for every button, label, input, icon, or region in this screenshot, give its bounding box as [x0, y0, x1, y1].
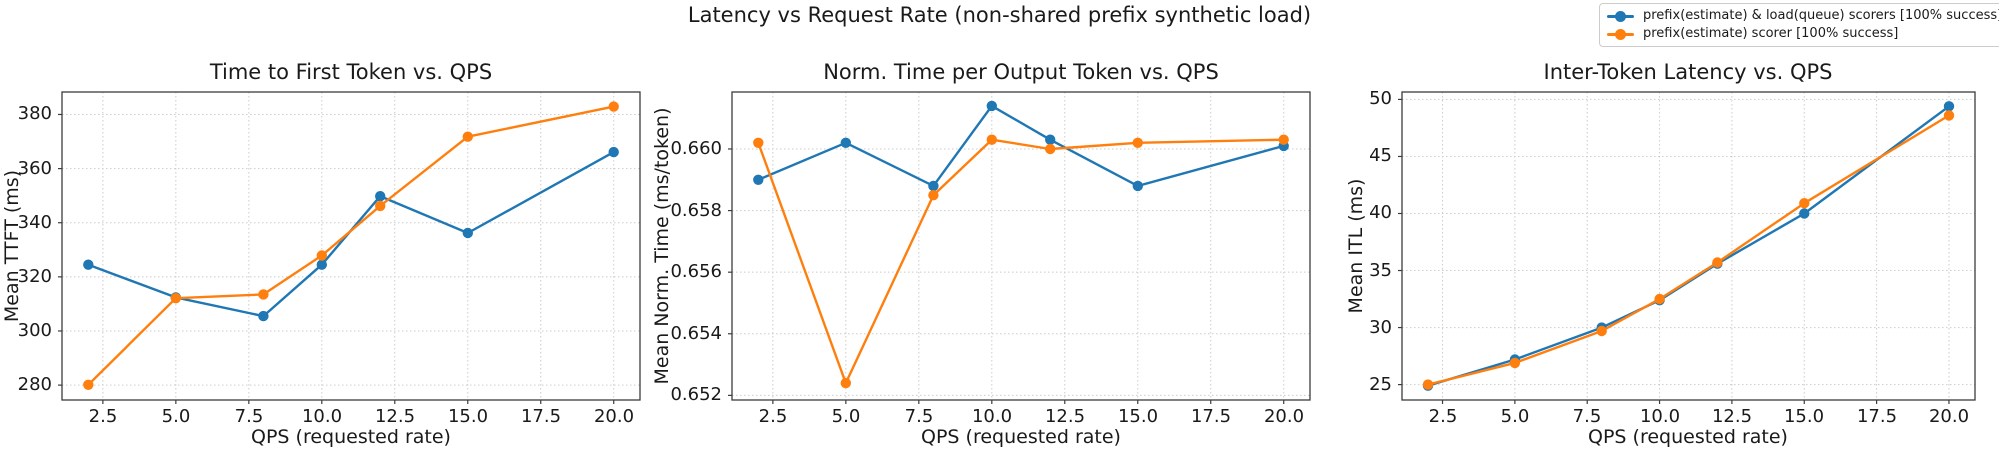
- x-tick-label: 17.5: [520, 406, 562, 427]
- data-point: [1799, 208, 1810, 219]
- y-tick-label: 340: [17, 212, 52, 233]
- data-point: [83, 379, 94, 390]
- y-tick-label: 35: [1369, 260, 1392, 281]
- x-tick-label: 15.0: [1783, 406, 1825, 427]
- x-tick-label: 5.0: [161, 406, 191, 427]
- data-point: [840, 137, 851, 148]
- data-point: [753, 137, 764, 148]
- x-axis-label-qps-3: QPS (requested rate): [1588, 426, 1788, 448]
- x-tick-label: 17.5: [1190, 406, 1232, 427]
- legend-entry: prefix(estimate) scorer [100% success]: [1607, 25, 1999, 42]
- y-tick-label: 25: [1369, 374, 1392, 395]
- data-point: [258, 289, 269, 300]
- data-point: [375, 191, 386, 202]
- y-tick-label: 30: [1369, 317, 1392, 338]
- data-point: [928, 180, 939, 192]
- x-tick-label: 12.5: [1711, 406, 1753, 427]
- data-point: [753, 174, 764, 185]
- y-tick-label: 0.658: [670, 200, 722, 221]
- data-point: [1132, 137, 1144, 148]
- data-point: [375, 200, 386, 212]
- x-tick-label: 7.5: [1572, 406, 1602, 427]
- x-tick-label: 2.5: [1428, 406, 1458, 427]
- data-point: [316, 259, 327, 270]
- x-tick-label: 10.0: [301, 406, 343, 427]
- data-point: [1712, 257, 1723, 268]
- y-tick-label: 300: [17, 320, 52, 341]
- data-point: [316, 250, 327, 261]
- y-tick-label: 50: [1369, 88, 1392, 109]
- chart-title-norm-time: Norm. Time per Output Token vs. QPS: [823, 60, 1219, 84]
- data-point: [462, 131, 473, 142]
- y-tick-label: 320: [17, 266, 52, 287]
- legend-label: prefix(estimate) scorer [100% success]: [1643, 26, 1899, 41]
- x-tick-label: 20.0: [1263, 406, 1305, 427]
- x-tick-label: 2.5: [88, 406, 118, 427]
- y-tick-label: 360: [17, 158, 52, 179]
- data-point: [1132, 180, 1144, 192]
- y-tick-label: 380: [17, 103, 52, 124]
- legend-entry: prefix(estimate) & load(queue) scorers […: [1607, 7, 1999, 24]
- x-tick-label: 7.5: [904, 406, 934, 427]
- data-point: [986, 100, 997, 112]
- figure-title: Latency vs Request Rate (non-shared pref…: [687, 3, 1312, 27]
- y-tick-label: 0.660: [670, 138, 722, 159]
- x-tick-label: 15.0: [1117, 406, 1159, 427]
- plot-area-1: [58, 91, 641, 404]
- y-tick-label: 45: [1369, 145, 1392, 166]
- data-point: [1596, 325, 1607, 337]
- x-tick-label: 10.0: [971, 406, 1013, 427]
- x-tick-label: 7.5: [234, 406, 264, 427]
- data-point: [840, 377, 851, 389]
- y-tick-label: 280: [17, 374, 52, 395]
- x-tick-label: 20.0: [1928, 406, 1970, 427]
- data-point: [462, 227, 473, 239]
- data-point: [1654, 293, 1665, 305]
- x-tick-label: 20.0: [593, 406, 635, 427]
- x-tick-label: 10.0: [1639, 406, 1681, 427]
- data-point: [928, 190, 939, 201]
- data-point: [608, 146, 619, 158]
- data-point: [258, 310, 269, 322]
- x-axis-label-qps-2: QPS (requested rate): [921, 426, 1121, 448]
- legend-label: prefix(estimate) & load(queue) scorers […: [1643, 8, 1999, 23]
- chart-title-ttft: Time to First Token vs. QPS: [209, 60, 493, 84]
- data-point: [170, 293, 181, 304]
- y-tick-label: 0.656: [670, 261, 722, 282]
- x-tick-label: 12.5: [374, 406, 416, 427]
- x-tick-label: 17.5: [1856, 406, 1898, 427]
- x-tick-label: 15.0: [447, 406, 489, 427]
- line-marker-icon: [1607, 9, 1634, 23]
- chart-title-itl: Inter-Token Latency vs. QPS: [1543, 60, 1833, 84]
- x-tick-label: 5.0: [831, 406, 861, 427]
- x-axis-label-qps-1: QPS (requested rate): [251, 426, 451, 448]
- y-tick-label: 40: [1369, 202, 1392, 223]
- legend: prefix(estimate) & load(queue) scorers […: [1599, 3, 1999, 47]
- x-tick-label: 12.5: [1044, 406, 1086, 427]
- data-point: [1943, 101, 1955, 112]
- data-point: [986, 134, 997, 145]
- data-point: [1943, 110, 1955, 121]
- data-point: [1422, 379, 1434, 390]
- plot-area-3: [1398, 91, 1976, 404]
- data-point: [608, 101, 619, 112]
- data-point: [83, 259, 94, 270]
- data-point: [1509, 357, 1521, 369]
- plot-area-2: [728, 91, 1311, 404]
- data-point: [1278, 134, 1289, 145]
- x-tick-label: 2.5: [758, 406, 788, 427]
- data-point: [1045, 143, 1056, 155]
- y-tick-label: 0.652: [670, 384, 722, 405]
- data-point: [1799, 198, 1810, 209]
- y-tick-label: 0.654: [670, 323, 722, 344]
- x-tick-label: 5.0: [1500, 406, 1530, 427]
- line-marker-icon: [1607, 27, 1634, 41]
- data-point: [1045, 134, 1056, 145]
